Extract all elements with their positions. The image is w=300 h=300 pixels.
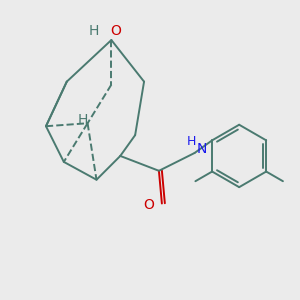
Text: O: O — [110, 24, 121, 38]
Text: O: O — [143, 198, 154, 212]
Text: H: H — [78, 113, 88, 127]
Text: H: H — [187, 135, 196, 148]
Text: H: H — [88, 24, 99, 38]
Text: N: N — [197, 142, 207, 155]
